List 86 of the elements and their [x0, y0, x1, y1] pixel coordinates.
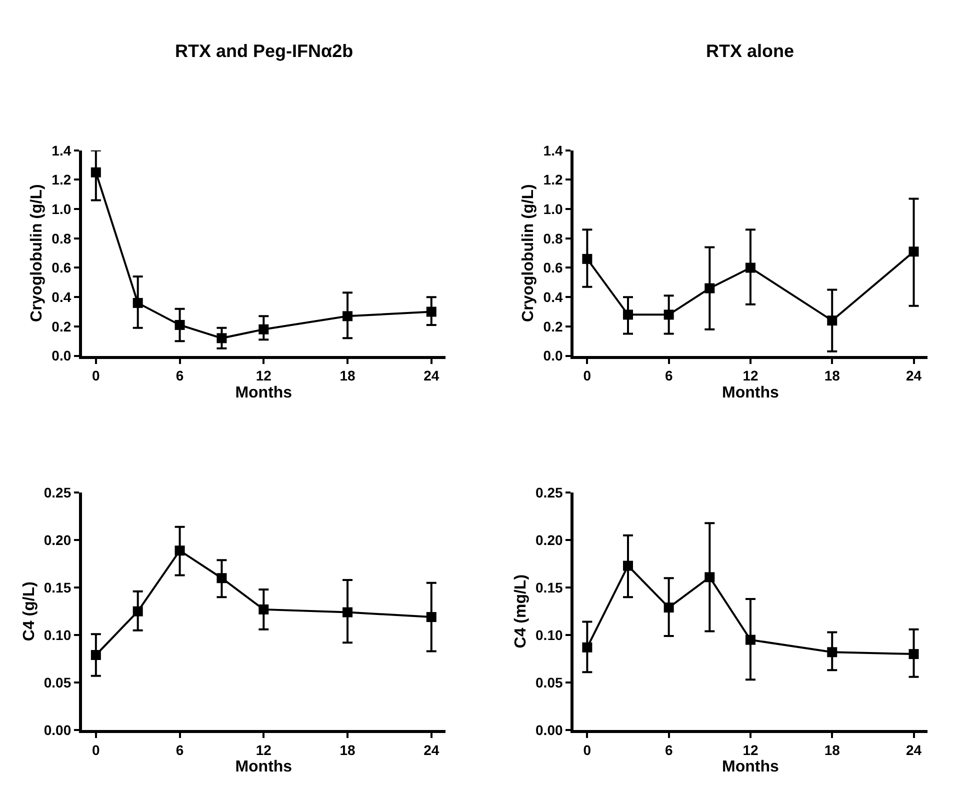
- y-axis-title: C4 (mg/L): [512, 574, 530, 648]
- y-tick-label: 1.2: [52, 172, 72, 188]
- y-tick-label: 1.0: [52, 200, 72, 217]
- y-axis-title: Cryoglobulin (g/L): [28, 184, 46, 322]
- point: [623, 560, 634, 571]
- x-tick-label: 0: [92, 368, 100, 384]
- x-tick-label: 24: [906, 368, 922, 384]
- x-tick-label: 6: [176, 742, 184, 758]
- point: [426, 306, 436, 317]
- y-tick-label: 0.00: [44, 722, 72, 738]
- x-tick-label: 0: [92, 742, 100, 758]
- y-tick-label: 1.4: [52, 142, 72, 158]
- point: [704, 572, 715, 582]
- x-tick-label: 18: [340, 368, 356, 384]
- y-tick-label: 0.10: [536, 626, 563, 643]
- point: [664, 310, 674, 320]
- x-tick-label: 12: [742, 368, 758, 384]
- x-axis-title: Months: [722, 384, 780, 402]
- y-tick-label: 1.0: [543, 200, 563, 217]
- y-tick-label: 0.8: [52, 230, 72, 246]
- point: [216, 573, 227, 584]
- x-tick-label: 18: [824, 368, 840, 384]
- x-tick-label: 12: [256, 368, 272, 384]
- y-tick-label: 0.2: [52, 318, 72, 334]
- x-tick-label: 6: [664, 742, 673, 758]
- x-axis-title: Months: [722, 758, 780, 776]
- point: [582, 642, 592, 652]
- chart-title: RTX alone: [706, 41, 794, 61]
- x-tick-label: 6: [176, 368, 184, 384]
- y-tick-label: 0.6: [543, 260, 563, 276]
- point: [342, 607, 353, 618]
- x-tick-label: 24: [424, 368, 440, 384]
- point: [664, 602, 674, 613]
- y-tick-label: 0.0: [543, 348, 563, 364]
- x-tick-label: 0: [583, 742, 592, 758]
- y-axis-title: Cryoglobulin (g/L): [520, 184, 538, 322]
- y-tick-label: 0.00: [536, 722, 563, 738]
- y-tick-label: 0.20: [536, 532, 563, 548]
- point: [258, 324, 269, 334]
- point: [908, 649, 919, 660]
- y-tick-label: 0.0: [52, 348, 72, 364]
- point: [745, 634, 756, 645]
- y-tick-label: 0.20: [44, 532, 72, 548]
- point: [132, 606, 143, 616]
- point: [90, 167, 101, 178]
- x-axis-title: Months: [235, 758, 292, 776]
- y-tick-label: 1.4: [543, 142, 563, 158]
- point: [704, 283, 715, 294]
- x-tick-label: 6: [664, 368, 673, 384]
- point: [90, 650, 101, 660]
- y-tick-label: 0.25: [44, 484, 72, 501]
- point: [623, 310, 634, 320]
- x-tick-label: 12: [742, 742, 758, 758]
- y-tick-label: 0.2: [543, 318, 563, 334]
- point: [342, 311, 353, 322]
- x-tick-label: 24: [424, 742, 440, 758]
- x-tick-label: 18: [824, 742, 840, 758]
- point: [426, 612, 436, 622]
- point: [827, 316, 838, 326]
- point: [908, 246, 919, 257]
- y-axis-title: C4 (g/L): [20, 582, 38, 642]
- y-tick-label: 1.2: [543, 172, 563, 188]
- point: [174, 320, 185, 330]
- y-tick-label: 0.05: [44, 674, 72, 690]
- y-tick-label: 0.25: [536, 484, 563, 501]
- point: [745, 262, 756, 273]
- y-tick-label: 0.15: [44, 580, 72, 596]
- chart-title: RTX and Peg-IFNα2b: [175, 41, 354, 61]
- y-tick-label: 0.10: [44, 626, 72, 643]
- y-tick-label: 0.15: [536, 580, 563, 596]
- x-axis-title: Months: [235, 384, 292, 402]
- y-tick-label: 0.4: [543, 288, 563, 305]
- x-tick-label: 18: [340, 742, 356, 758]
- x-tick-label: 0: [583, 368, 592, 384]
- x-tick-label: 12: [256, 742, 272, 758]
- y-tick-label: 0.8: [543, 230, 563, 246]
- point: [582, 254, 592, 264]
- point: [132, 298, 143, 308]
- y-tick-label: 0.05: [536, 674, 563, 690]
- y-tick-label: 0.4: [52, 288, 72, 305]
- x-tick-label: 24: [906, 742, 922, 758]
- y-tick-label: 0.6: [52, 260, 72, 276]
- point: [258, 604, 269, 614]
- point: [216, 333, 227, 344]
- point: [827, 647, 838, 658]
- point: [174, 546, 185, 556]
